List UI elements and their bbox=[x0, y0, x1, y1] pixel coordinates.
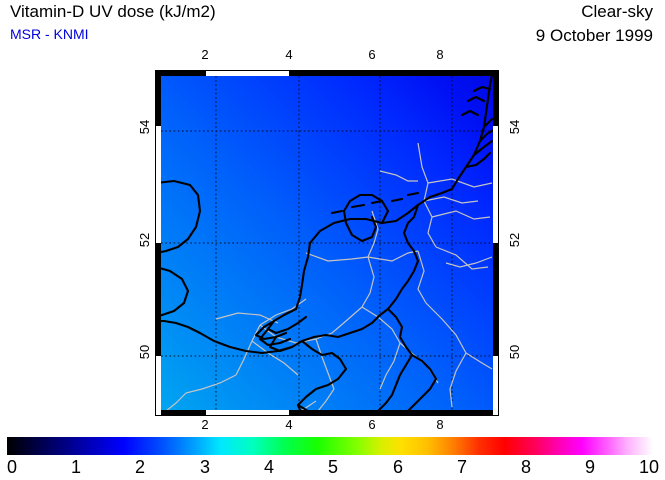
graticule-lines bbox=[161, 76, 493, 410]
colorbar-tick-1: 1 bbox=[70, 457, 82, 477]
colorbar-tick-0: 0 bbox=[6, 457, 18, 477]
lon-tick-top-2: 2 bbox=[201, 47, 209, 62]
coastline-and-borders bbox=[156, 73, 498, 415]
map-plot-area bbox=[155, 70, 499, 416]
lon-tick-top-6: 6 bbox=[368, 47, 376, 62]
colorbar-tick-4: 4 bbox=[263, 457, 275, 477]
lon-tick-top-4: 4 bbox=[285, 47, 293, 62]
lon-tick-bottom-6: 6 bbox=[368, 417, 376, 432]
map-right-tickbar bbox=[493, 71, 498, 415]
lat-tick-right-52: 52 bbox=[507, 232, 523, 248]
map-top-tickbar bbox=[156, 71, 498, 76]
data-source-label: MSR - KNMI bbox=[10, 26, 89, 42]
lat-tick-right-50: 50 bbox=[507, 344, 523, 360]
map-bottom-tickbar bbox=[156, 410, 498, 415]
colorbar-tick-labels: 0 1 2 3 4 5 6 7 8 9 10 bbox=[0, 457, 665, 479]
colorbar-gradient bbox=[7, 437, 653, 455]
uv-dose-map bbox=[155, 66, 499, 416]
colorbar-tick-10: 10 bbox=[638, 457, 660, 477]
lat-tick-left-50: 50 bbox=[137, 344, 153, 360]
lon-tick-top-8: 8 bbox=[436, 47, 444, 62]
page-title: Vitamin-D UV dose (kJ/m2) bbox=[10, 2, 216, 21]
uv-dose-colorbar bbox=[7, 437, 653, 455]
colorbar-tick-5: 5 bbox=[327, 457, 339, 477]
uv-dose-field bbox=[156, 71, 498, 415]
lon-tick-bottom-4: 4 bbox=[285, 417, 293, 432]
map-left-tickbar bbox=[156, 71, 161, 415]
colorbar-tick-3: 3 bbox=[199, 457, 211, 477]
colorbar-tick-2: 2 bbox=[134, 457, 146, 477]
colorbar-tick-7: 7 bbox=[456, 457, 468, 477]
colorbar-tick-9: 9 bbox=[584, 457, 596, 477]
rivers-and-internal-borders bbox=[165, 142, 493, 415]
lat-tick-left-52: 52 bbox=[137, 232, 153, 248]
lon-tick-bottom-8: 8 bbox=[436, 417, 444, 432]
colorbar-tick-8: 8 bbox=[520, 457, 532, 477]
lon-tick-bottom-2: 2 bbox=[201, 417, 209, 432]
lat-tick-right-54: 54 bbox=[507, 119, 523, 135]
date-label: 9 October 1999 bbox=[535, 26, 653, 45]
lat-tick-left-54: 54 bbox=[137, 119, 153, 135]
map-overlay bbox=[156, 73, 498, 415]
colorbar-tick-6: 6 bbox=[392, 457, 404, 477]
sky-condition-label: Clear-sky bbox=[581, 2, 653, 21]
